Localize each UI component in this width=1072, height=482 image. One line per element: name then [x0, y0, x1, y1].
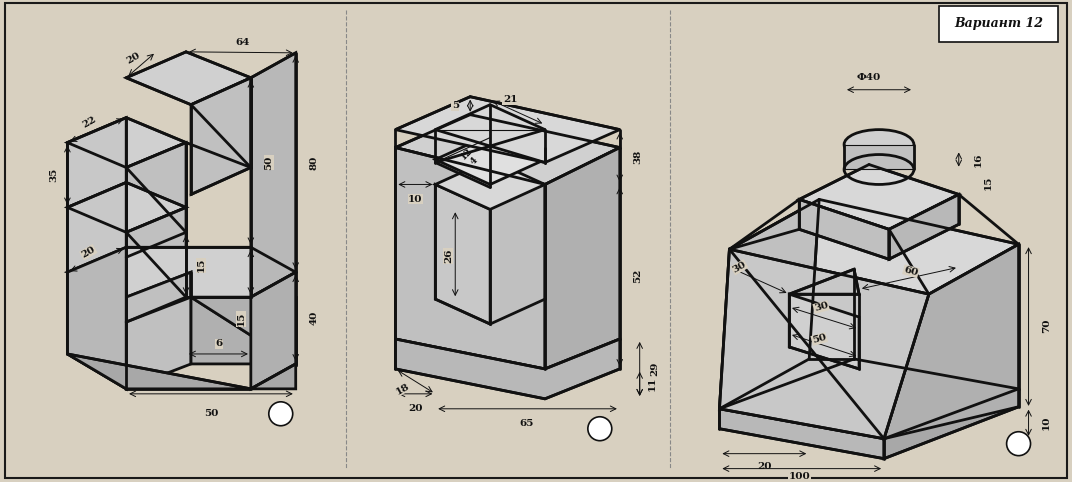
Polygon shape [435, 185, 490, 324]
Polygon shape [545, 147, 620, 369]
Polygon shape [396, 147, 545, 369]
Polygon shape [719, 409, 884, 459]
Polygon shape [789, 269, 859, 294]
Polygon shape [126, 143, 187, 257]
Text: 6: 6 [215, 339, 223, 348]
Polygon shape [889, 194, 958, 259]
Polygon shape [126, 272, 191, 389]
Polygon shape [68, 247, 296, 297]
FancyBboxPatch shape [939, 6, 1058, 42]
Polygon shape [126, 207, 187, 322]
Polygon shape [68, 118, 126, 207]
Circle shape [1007, 432, 1030, 455]
Polygon shape [191, 297, 296, 364]
Text: 10: 10 [1042, 415, 1051, 430]
Polygon shape [396, 339, 620, 399]
Polygon shape [884, 389, 1018, 459]
Text: 50: 50 [204, 409, 218, 418]
Text: 30: 30 [813, 301, 830, 313]
Text: 100: 100 [788, 472, 810, 481]
Text: 80: 80 [309, 155, 318, 170]
Polygon shape [719, 359, 1018, 439]
Polygon shape [729, 200, 1018, 294]
Text: 20: 20 [757, 462, 772, 471]
Text: 2: 2 [595, 422, 605, 436]
Circle shape [587, 417, 612, 441]
Text: 16: 16 [974, 152, 983, 167]
Text: 38: 38 [634, 149, 642, 164]
Polygon shape [191, 78, 251, 194]
Polygon shape [719, 249, 928, 439]
Polygon shape [191, 272, 296, 364]
Text: 21: 21 [503, 95, 518, 104]
Text: 20: 20 [124, 50, 142, 66]
Text: 50: 50 [812, 333, 828, 345]
Text: 60: 60 [903, 265, 919, 278]
Polygon shape [251, 272, 296, 389]
Text: Ф40: Ф40 [857, 73, 881, 82]
Text: 52: 52 [634, 269, 642, 283]
Text: 29: 29 [650, 362, 659, 376]
Polygon shape [435, 160, 545, 209]
Polygon shape [719, 200, 819, 409]
Polygon shape [251, 53, 296, 297]
Ellipse shape [844, 130, 914, 160]
Text: 20: 20 [79, 245, 96, 260]
Polygon shape [800, 164, 958, 229]
Polygon shape [68, 247, 126, 389]
Polygon shape [68, 183, 126, 272]
Polygon shape [396, 97, 620, 162]
Polygon shape [789, 294, 859, 369]
Text: 30: 30 [731, 260, 748, 275]
Polygon shape [68, 354, 296, 389]
Text: 1: 1 [276, 407, 285, 421]
Polygon shape [844, 145, 914, 170]
Polygon shape [884, 244, 1018, 439]
Text: 18: 18 [393, 381, 411, 396]
Polygon shape [800, 200, 889, 259]
Text: 12
4: 12 4 [459, 146, 481, 169]
Text: 65: 65 [520, 419, 534, 428]
Text: 15: 15 [196, 258, 206, 272]
Text: Вариант 12: Вариант 12 [954, 17, 1043, 30]
Polygon shape [396, 115, 620, 185]
Text: 3: 3 [1014, 437, 1024, 451]
Text: 40: 40 [309, 311, 318, 325]
Circle shape [269, 402, 293, 426]
Text: 22: 22 [80, 115, 98, 130]
Polygon shape [126, 52, 251, 105]
Text: 5: 5 [451, 101, 459, 110]
Text: 50: 50 [265, 155, 273, 170]
Text: 15: 15 [984, 175, 993, 189]
Text: 35: 35 [49, 167, 58, 182]
Polygon shape [68, 183, 187, 232]
Text: 15: 15 [236, 312, 245, 326]
Text: 64: 64 [236, 39, 250, 47]
Polygon shape [68, 118, 187, 168]
Text: 70: 70 [1042, 319, 1051, 333]
Text: 11: 11 [649, 376, 657, 391]
Text: 26: 26 [444, 249, 452, 264]
Polygon shape [68, 272, 126, 389]
Polygon shape [435, 134, 545, 185]
Text: 20: 20 [408, 404, 422, 413]
Text: 10: 10 [408, 195, 422, 204]
